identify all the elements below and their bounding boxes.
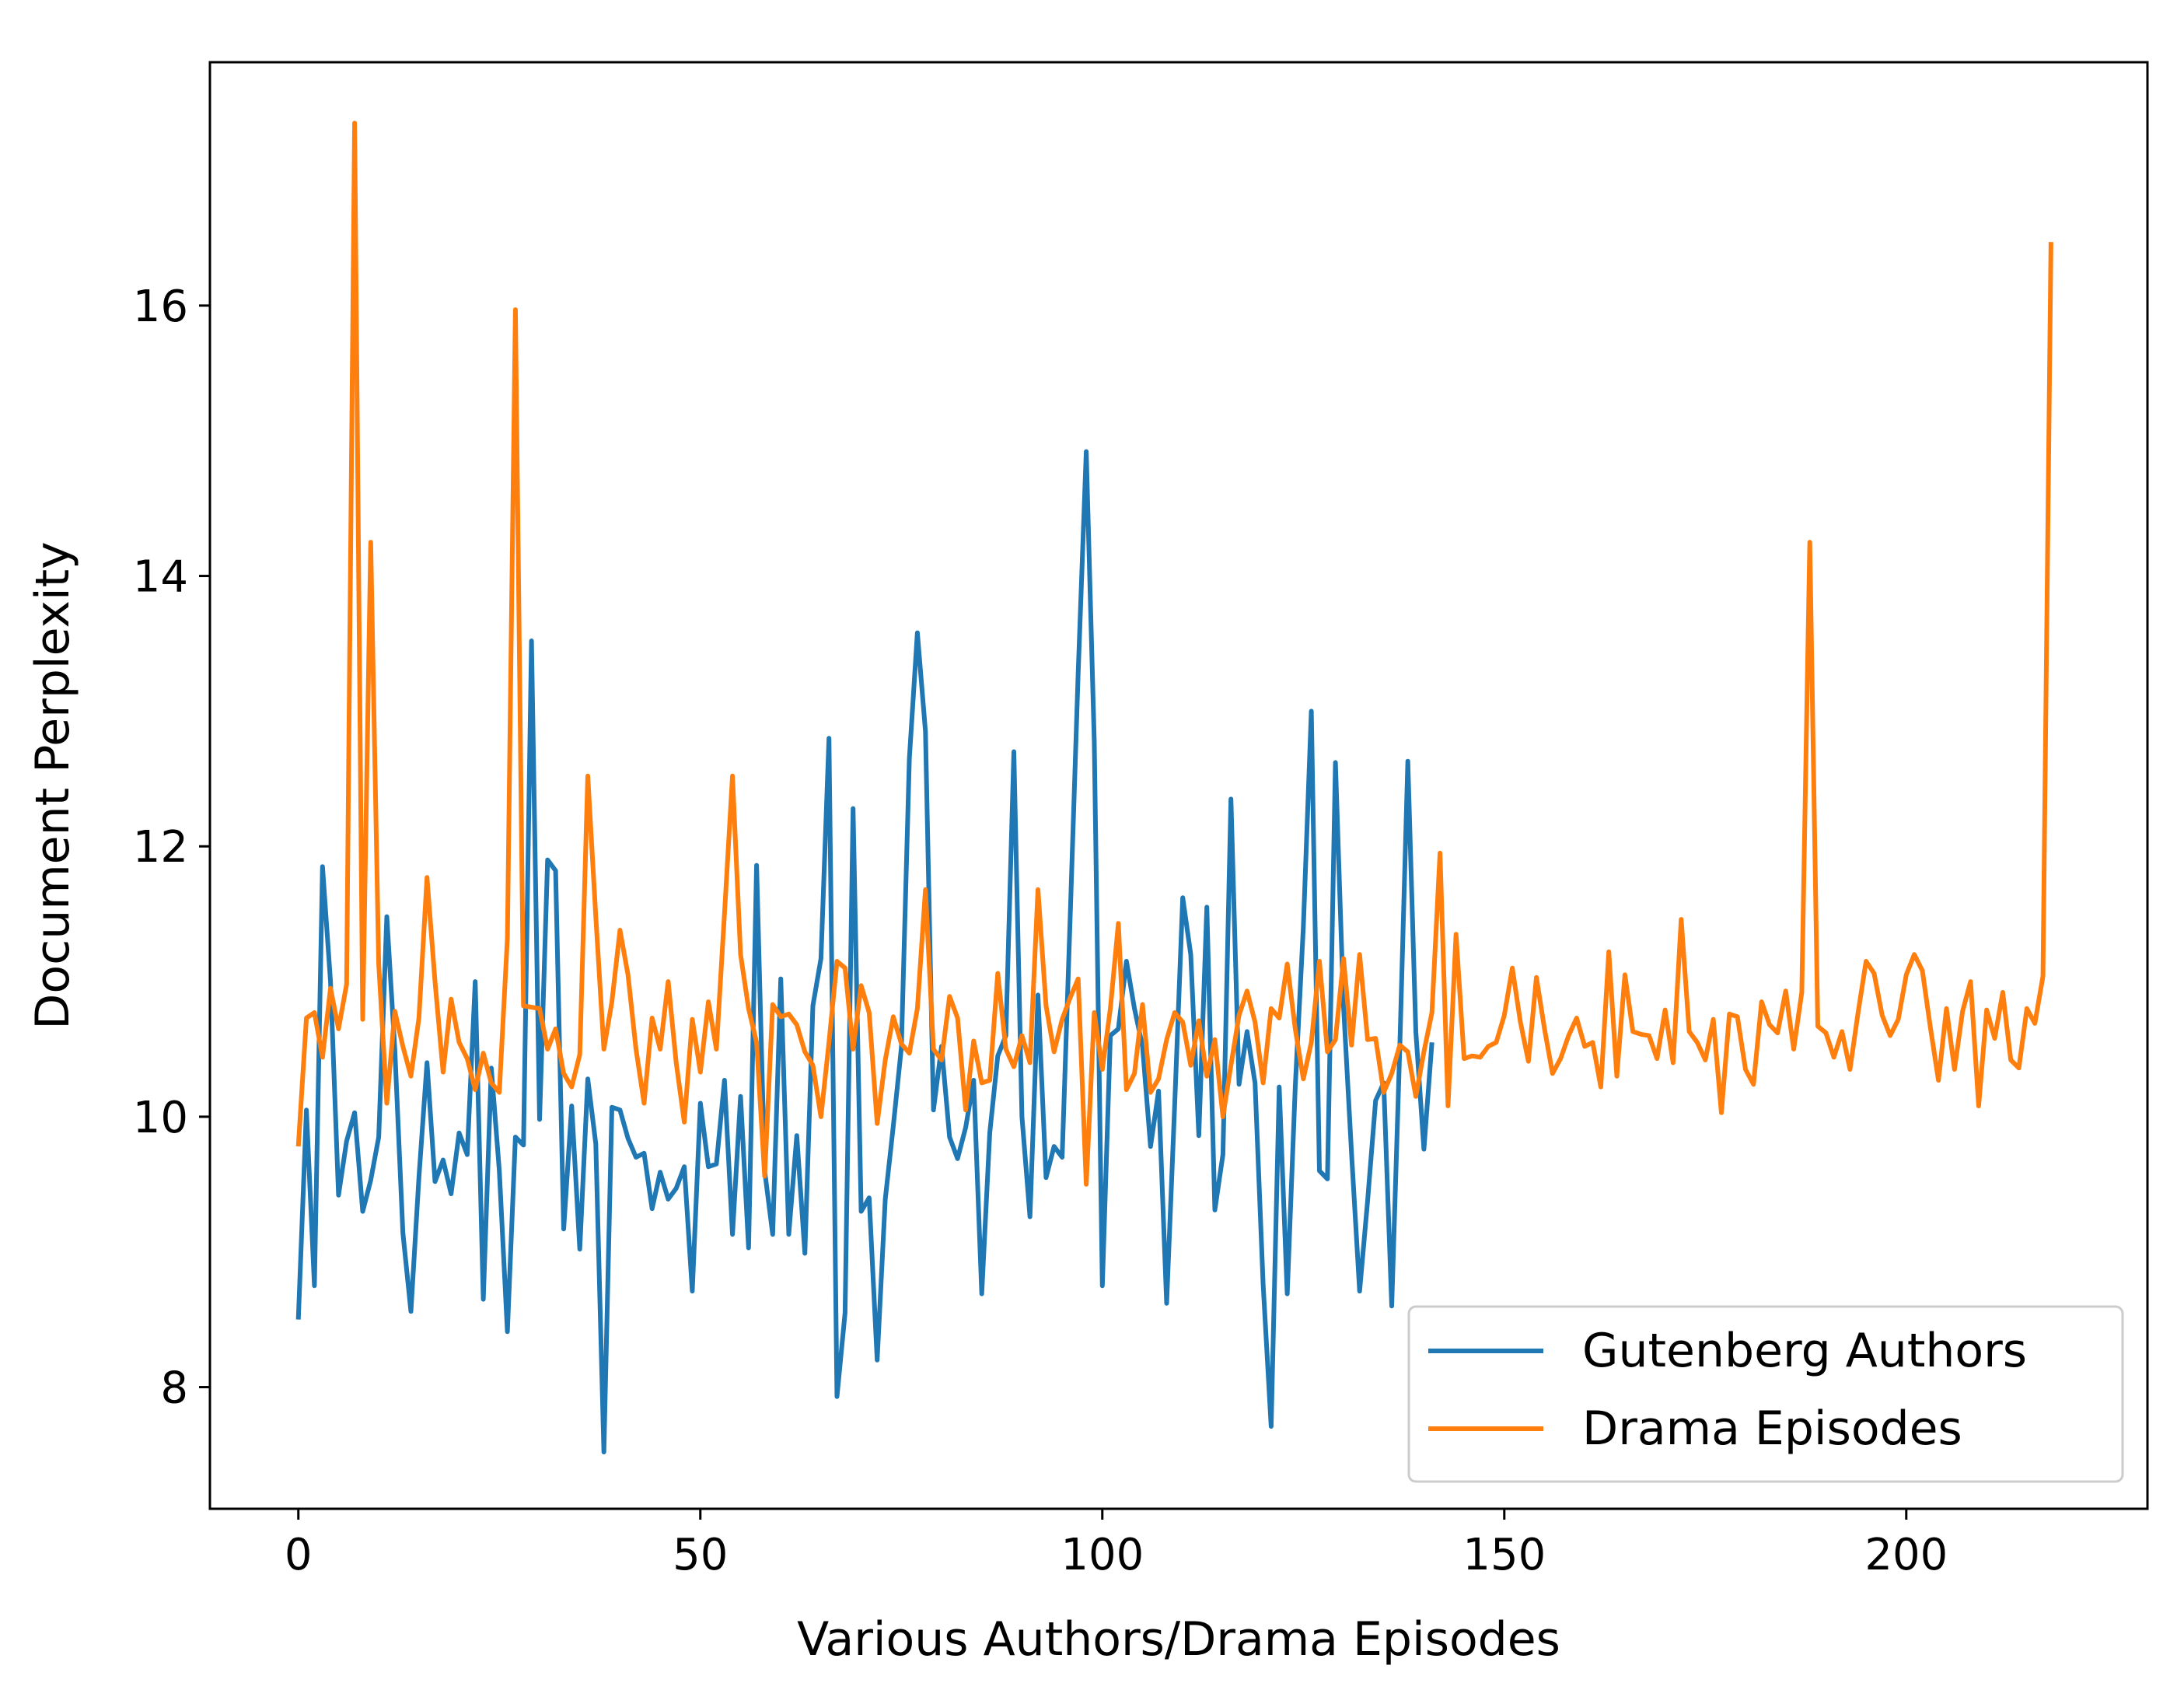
y-tick-label: 16 (133, 282, 188, 332)
y-axis-label: Document Perplexity (26, 541, 80, 1029)
x-tick-label: 150 (1462, 1530, 1546, 1580)
series-layer (295, 121, 2053, 1454)
legend-box (1407, 1305, 2124, 1483)
y-tick-label: 10 (133, 1093, 188, 1143)
x-tick-label: 50 (673, 1530, 728, 1580)
y-axis: 8 10 12 14 16 (133, 282, 210, 1414)
legend-label-drama-episodes: Drama Episodes (1582, 1401, 1962, 1456)
plot-area (210, 62, 2147, 1509)
axes-background (210, 62, 2147, 1509)
x-axis-label: Various Authors/Drama Episodes (797, 1612, 1560, 1667)
axes-frame (208, 61, 2149, 1510)
legend: Gutenberg Authors Drama Episodes (1407, 1305, 2124, 1483)
y-tick-label: 8 (160, 1363, 188, 1414)
x-axis: 0 50 100 150 200 (285, 1509, 1948, 1580)
series-line-gutenberg-authors (295, 449, 1434, 1454)
x-tick-label: 0 (285, 1530, 313, 1580)
series-line-drama-episodes (295, 121, 2053, 1187)
y-tick-label: 14 (133, 552, 188, 603)
y-tick-label: 12 (133, 822, 188, 873)
legend-label-gutenberg-authors: Gutenberg Authors (1582, 1324, 2027, 1378)
x-tick-label: 200 (1864, 1530, 1948, 1580)
x-tick-label: 100 (1061, 1530, 1144, 1580)
